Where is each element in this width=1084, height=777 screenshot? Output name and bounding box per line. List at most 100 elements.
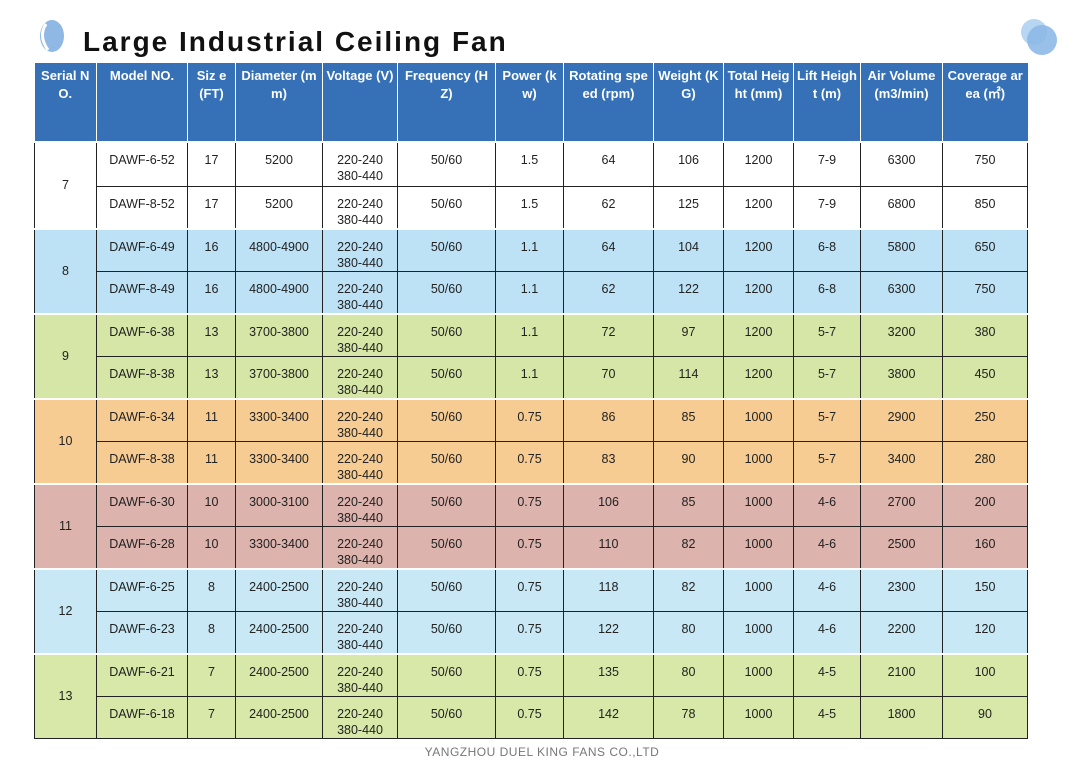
total-height-cell: 1000: [723, 482, 794, 527]
rotating-speed-cell: 62: [563, 271, 654, 314]
air-volume-cell: 3400: [860, 441, 943, 484]
frequency-cell: 50/60: [397, 141, 496, 187]
voltage-line-1: 220-240: [337, 621, 383, 636]
model-no-cell: DAWF-6-23: [96, 611, 188, 654]
table-row: 11 DAWF-6-30 10 3000-3100 220-240 380-440 50/6…: [34, 482, 1028, 569]
diameter-cell: 2400-2500: [235, 611, 323, 654]
rotating-speed-cell: 64: [563, 141, 654, 187]
frequency-cell: 50/60: [397, 356, 496, 399]
coverage-area-cell: 380: [942, 312, 1028, 357]
size-cell: 8: [187, 611, 236, 654]
voltage-line-1: 220-240: [337, 579, 383, 594]
table-row: DAWF-8-38 13 3700-3800 220-240 380-440 50/60 1…: [35, 356, 1028, 399]
voltage-line-1: 220-240: [337, 281, 383, 296]
coverage-area-cell: 650: [942, 227, 1028, 272]
voltage-cell: 220-240 380-440: [322, 356, 398, 399]
power-cell: 0.75: [495, 526, 564, 569]
coverage-area-cell: 160: [942, 526, 1028, 569]
header-lift-height: Lift Height (m): [793, 63, 861, 142]
table-header-row: Serial NO. Model NO. Siz e (FT) Diameter…: [34, 63, 1028, 142]
weight-cell: 125: [653, 186, 724, 229]
frequency-cell: 50/60: [397, 696, 496, 739]
power-cell: 0.75: [495, 482, 564, 527]
voltage-line-2: 380-440: [337, 340, 383, 355]
lift-height-cell: 6-8: [793, 271, 861, 314]
size-cell: 11: [187, 397, 236, 442]
voltage-cell: 220-240 380-440: [322, 186, 398, 229]
voltage-line-1: 220-240: [337, 706, 383, 721]
frequency-cell: 50/60: [397, 227, 496, 272]
total-height-cell: 1200: [723, 312, 794, 357]
company-footer: YANGZHOU DUEL KING FANS CO.,LTD: [424, 745, 660, 759]
lift-height-cell: 4-6: [793, 611, 861, 654]
power-cell: 1.5: [495, 186, 564, 229]
voltage-line-2: 380-440: [337, 425, 383, 440]
weight-cell: 122: [653, 271, 724, 314]
diameter-cell: 3000-3100: [235, 482, 323, 527]
voltage-line-2: 380-440: [337, 552, 383, 567]
voltage-line-1: 220-240: [337, 366, 383, 381]
rotating-speed-cell: 64: [563, 227, 654, 272]
serial-no-cell: 12: [34, 567, 97, 654]
frequency-cell: 50/60: [397, 611, 496, 654]
table-row: 8 DAWF-6-49 16 4800-4900 220-240 380-440 50/60…: [34, 227, 1028, 314]
voltage-cell: 220-240 380-440: [322, 526, 398, 569]
table-row: DAWF-8-52 17 5200 220-240 380-440 50/60 1.5 62 1…: [35, 186, 1028, 229]
voltage-line-2: 380-440: [337, 467, 383, 482]
total-height-cell: 1200: [723, 271, 794, 314]
rotating-speed-cell: 142: [563, 696, 654, 739]
table-row: DAWF-6-23 8 2400-2500 220-240 380-440 50/60 0.…: [35, 611, 1028, 654]
header-weight: Weight (KG): [653, 63, 724, 142]
rotating-speed-cell: 70: [563, 356, 654, 399]
page-title: Large Industrial Ceiling Fan: [83, 26, 508, 57]
lift-height-cell: 4-5: [793, 696, 861, 739]
model-no-cell: DAWF-6-18: [96, 696, 188, 739]
coverage-area-cell: 750: [942, 141, 1028, 187]
weight-cell: 104: [653, 227, 724, 272]
power-cell: 0.75: [495, 441, 564, 484]
rotating-speed-cell: 72: [563, 312, 654, 357]
model-no-cell: DAWF-6-38: [96, 312, 188, 357]
rotating-speed-cell: 118: [563, 567, 654, 612]
voltage-cell: 220-240 380-440: [322, 441, 398, 484]
rotating-speed-cell: 106: [563, 482, 654, 527]
size-cell: 17: [187, 186, 236, 229]
total-height-cell: 1200: [723, 186, 794, 229]
power-cell: 1.1: [495, 271, 564, 314]
serial-no-cell: 7: [34, 141, 97, 229]
air-volume-cell: 2300: [860, 567, 943, 612]
serial-no-cell: 11: [34, 482, 97, 569]
header-air-volume: Air Volume (m3/min): [860, 63, 943, 142]
header-power: Power (kw): [495, 63, 564, 142]
diameter-cell: 5200: [235, 141, 323, 187]
air-volume-cell: 2100: [860, 652, 943, 697]
size-cell: 17: [187, 141, 236, 187]
total-height-cell: 1000: [723, 441, 794, 484]
weight-cell: 114: [653, 356, 724, 399]
serial-no-cell: 8: [34, 227, 97, 314]
voltage-line-1: 220-240: [337, 239, 383, 254]
voltage-line-1: 220-240: [337, 324, 383, 339]
voltage-cell: 220-240 380-440: [322, 227, 398, 272]
header-serial-no: Serial NO.: [34, 63, 97, 142]
table-row: 7 DAWF-6-52 17 5200 220-240 380-440 50/60 1.5 64…: [34, 141, 1028, 229]
model-no-cell: DAWF-8-49: [96, 271, 188, 314]
voltage-line-1: 220-240: [337, 153, 383, 167]
serial-no-cell: 13: [34, 652, 97, 739]
lift-height-cell: 5-7: [793, 356, 861, 399]
voltage-cell: 220-240 380-440: [322, 141, 398, 187]
header-rotating-speed: Rotating speed (rpm): [563, 63, 654, 142]
frequency-cell: 50/60: [397, 441, 496, 484]
voltage-line-2: 380-440: [337, 680, 383, 695]
diameter-cell: 2400-2500: [235, 652, 323, 697]
voltage-line-2: 380-440: [337, 595, 383, 610]
spec-table: Serial NO. Model NO. Siz e (FT) Diameter…: [34, 63, 1028, 739]
air-volume-cell: 3800: [860, 356, 943, 399]
voltage-line-1: 220-240: [337, 196, 383, 211]
lift-height-cell: 5-7: [793, 312, 861, 357]
weight-cell: 90: [653, 441, 724, 484]
voltage-line-2: 380-440: [337, 637, 383, 652]
table-row: 12 DAWF-6-25 8 2400-2500 220-240 380-440 50/60…: [34, 567, 1028, 654]
rotating-speed-cell: 135: [563, 652, 654, 697]
decorative-bubbles-icon: [1021, 19, 1057, 55]
